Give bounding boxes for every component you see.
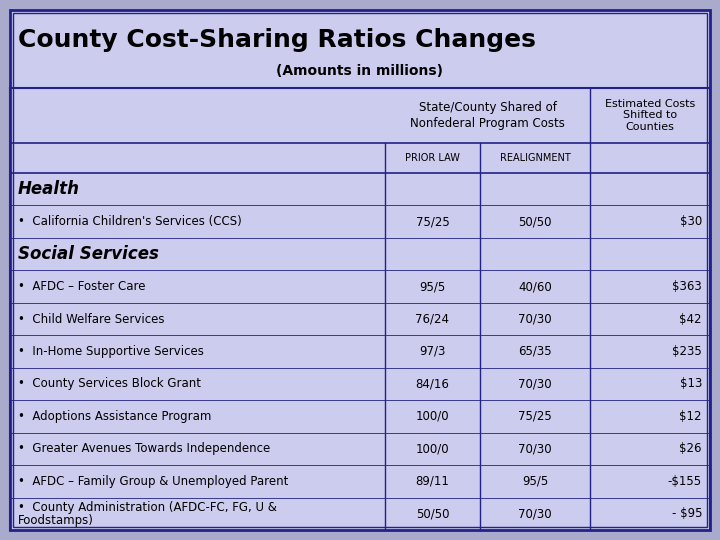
Text: Foodstamps): Foodstamps)	[18, 514, 94, 526]
Text: 70/30: 70/30	[518, 507, 552, 520]
Text: 100/0: 100/0	[415, 442, 449, 455]
Text: $235: $235	[672, 345, 702, 358]
Text: 75/25: 75/25	[415, 215, 449, 228]
Text: State/County Shared of
Nonfederal Program Costs: State/County Shared of Nonfederal Progra…	[410, 102, 565, 130]
Text: 50/50: 50/50	[518, 215, 552, 228]
Text: 84/16: 84/16	[415, 377, 449, 390]
Text: •  California Children's Services (CCS): • California Children's Services (CCS)	[18, 215, 242, 228]
Text: •  AFDC – Family Group & Unemployed Parent: • AFDC – Family Group & Unemployed Paren…	[18, 475, 289, 488]
Text: 95/5: 95/5	[522, 475, 548, 488]
Text: 76/24: 76/24	[415, 313, 449, 326]
Text: •  In-Home Supportive Services: • In-Home Supportive Services	[18, 345, 204, 358]
Text: 70/30: 70/30	[518, 377, 552, 390]
Text: •  AFDC – Foster Care: • AFDC – Foster Care	[18, 280, 145, 293]
Text: - $95: - $95	[672, 507, 702, 520]
Text: REALIGNMENT: REALIGNMENT	[500, 153, 570, 163]
Text: 89/11: 89/11	[415, 475, 449, 488]
Text: County Cost-Sharing Ratios Changes: County Cost-Sharing Ratios Changes	[18, 28, 536, 52]
Text: 40/60: 40/60	[518, 280, 552, 293]
Text: •  Child Welfare Services: • Child Welfare Services	[18, 313, 164, 326]
Text: $30: $30	[680, 215, 702, 228]
Text: 50/50: 50/50	[415, 507, 449, 520]
Text: $12: $12	[680, 410, 702, 423]
Text: Estimated Costs
Shifted to
Counties: Estimated Costs Shifted to Counties	[605, 99, 695, 132]
Text: (Amounts in millions): (Amounts in millions)	[276, 64, 444, 78]
Text: •  County Administration (AFDC-FC, FG, U &: • County Administration (AFDC-FC, FG, U …	[18, 501, 277, 514]
Text: -$155: -$155	[668, 475, 702, 488]
Text: 100/0: 100/0	[415, 410, 449, 423]
Text: 70/30: 70/30	[518, 442, 552, 455]
Text: 75/25: 75/25	[518, 410, 552, 423]
Text: $42: $42	[680, 313, 702, 326]
Text: Health: Health	[18, 180, 80, 198]
Text: Social Services: Social Services	[18, 245, 159, 263]
Text: $363: $363	[672, 280, 702, 293]
Text: •  Adoptions Assistance Program: • Adoptions Assistance Program	[18, 410, 212, 423]
Text: PRIOR LAW: PRIOR LAW	[405, 153, 460, 163]
Text: •  County Services Block Grant: • County Services Block Grant	[18, 377, 201, 390]
Text: 65/35: 65/35	[518, 345, 552, 358]
Text: 95/5: 95/5	[419, 280, 446, 293]
Text: $26: $26	[680, 442, 702, 455]
Text: •  Greater Avenues Towards Independence: • Greater Avenues Towards Independence	[18, 442, 270, 455]
Text: 97/3: 97/3	[419, 345, 446, 358]
Text: 70/30: 70/30	[518, 313, 552, 326]
Text: $13: $13	[680, 377, 702, 390]
